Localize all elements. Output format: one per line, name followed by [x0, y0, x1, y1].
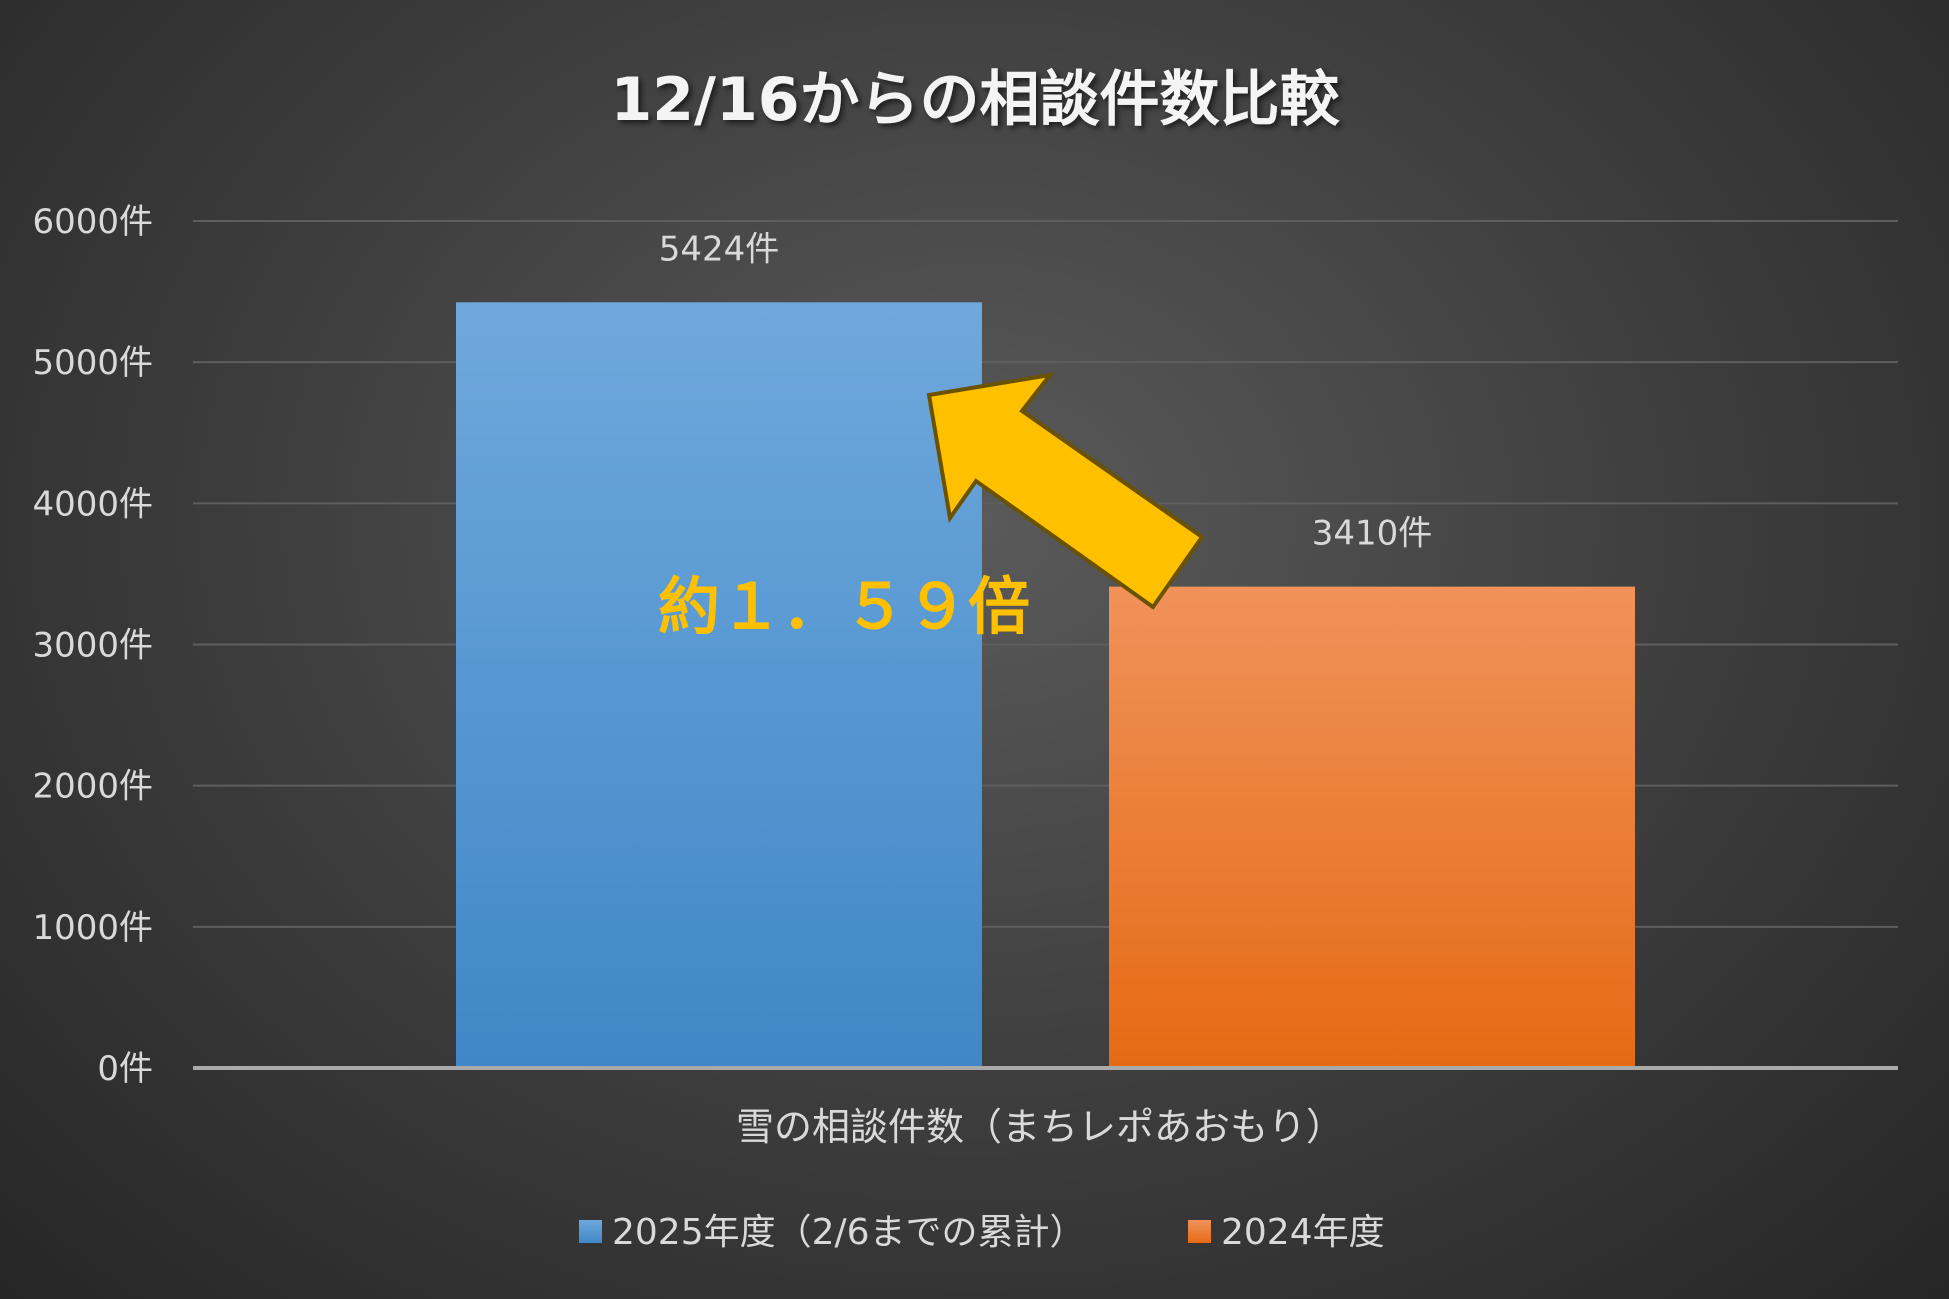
legend-label: 2025年度（2/6までの累計） [612, 1212, 1086, 1253]
y-tick-label: 4000件 [32, 484, 153, 524]
y-tick-label: 6000件 [32, 202, 153, 242]
data-label: 5424件 [659, 229, 780, 269]
legend-swatch [1188, 1220, 1211, 1243]
arrow-icon [926, 372, 1205, 610]
legend: 2025年度（2/6までの累計） 2024年度 [579, 1212, 1385, 1253]
annotation-ratio: 約１．５９倍 [658, 570, 1030, 643]
y-tick-label: 5000件 [32, 343, 153, 383]
y-tick-label: 2000件 [32, 767, 153, 807]
x-axis-label: 雪の相談件数（まちレポあおもり） [736, 1105, 1344, 1149]
legend-swatch [579, 1220, 602, 1243]
chart-title: 12/16からの相談件数比較 [611, 65, 1341, 135]
bar-1 [456, 302, 982, 1068]
y-tick-label: 3000件 [32, 626, 153, 666]
y-tick-label: 1000件 [32, 908, 153, 948]
bar-2 [1109, 586, 1635, 1068]
data-label: 3410件 [1312, 514, 1433, 554]
y-tick-label: 0件 [97, 1049, 153, 1089]
legend-label: 2024年度 [1221, 1212, 1385, 1253]
